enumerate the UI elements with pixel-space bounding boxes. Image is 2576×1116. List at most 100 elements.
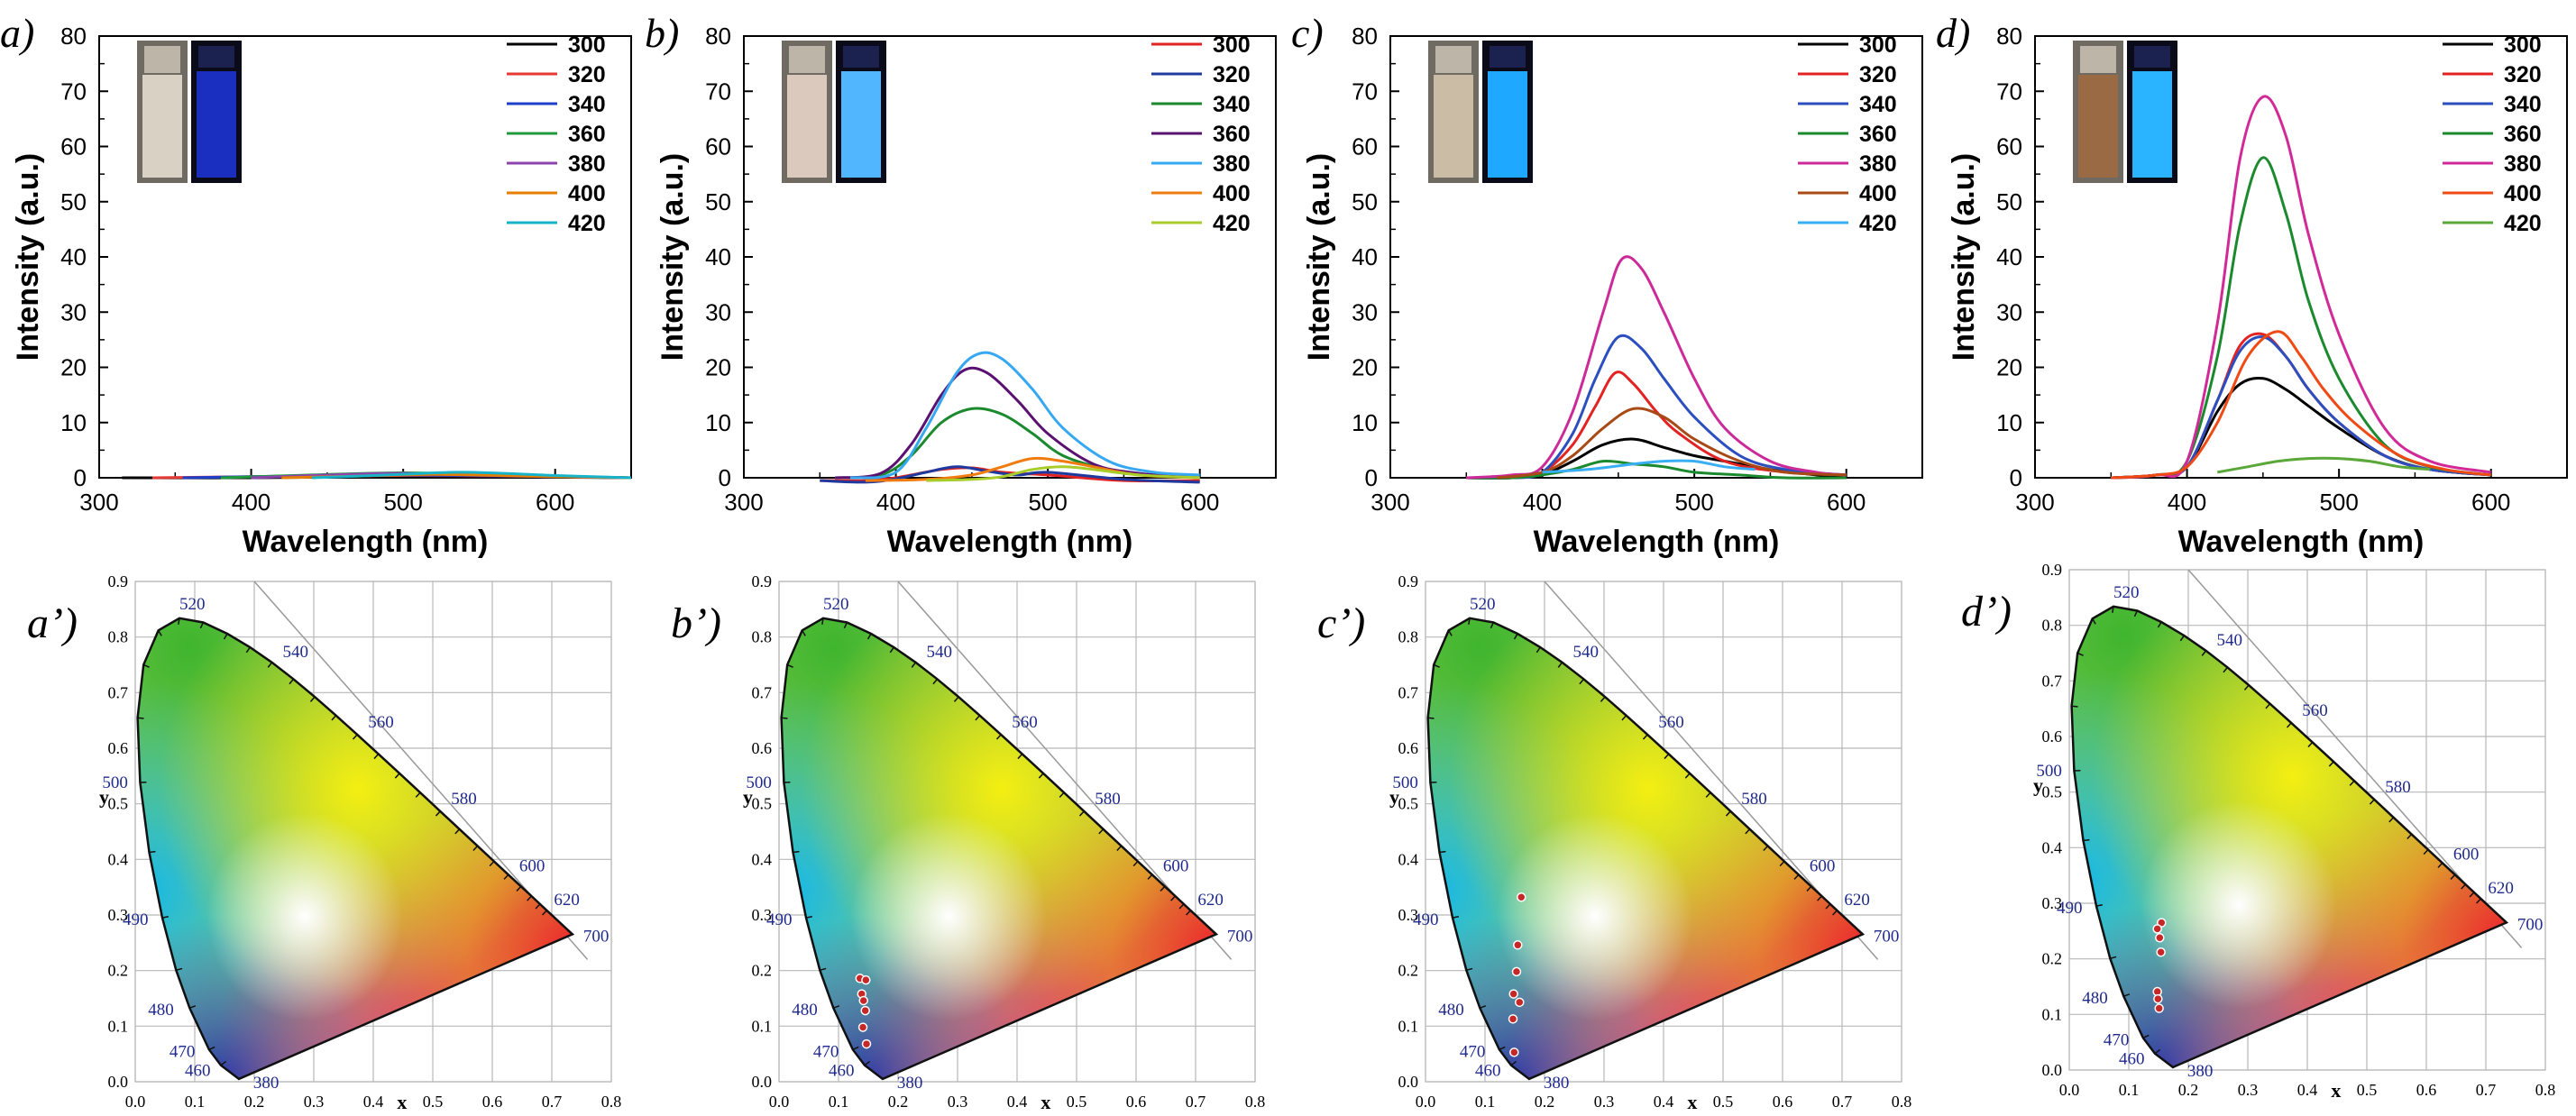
locus-tick xyxy=(2133,610,2139,617)
legend-entry: 400 xyxy=(568,181,606,206)
locus-tick xyxy=(435,810,441,817)
locus-tick xyxy=(309,696,316,702)
spectral-locus xyxy=(2070,605,2509,1069)
y-tick-label: 0.5 xyxy=(108,795,129,813)
wavelength-label: 700 xyxy=(1874,927,1900,946)
y-tick-label: 60 xyxy=(60,133,87,160)
wavelength-label: 520 xyxy=(1470,595,1496,614)
locus-tick xyxy=(267,662,273,668)
y-tick-label: 0.4 xyxy=(1398,850,1419,868)
x-tick-label: 0.2 xyxy=(888,1093,909,1111)
wavelength-label: 380 xyxy=(253,1074,280,1093)
y-tick-label: 0.6 xyxy=(108,739,129,757)
x-tick-label: 500 xyxy=(1028,489,1067,516)
y-tick-label: 0.1 xyxy=(752,1017,773,1035)
x-axis-title: Wavelength (nm) xyxy=(2178,525,2425,559)
locus-tick xyxy=(1642,734,1648,740)
y-tick-label: 40 xyxy=(1996,243,2022,270)
x-tick-label: 0.8 xyxy=(1245,1093,1266,1111)
locus-tick xyxy=(415,791,421,798)
locus-tick xyxy=(1705,791,1711,798)
chromaticity-point xyxy=(2154,1003,2164,1013)
locus-tick xyxy=(1510,1060,1517,1066)
y-tick-label: 20 xyxy=(60,354,87,381)
y-tick-label: 80 xyxy=(705,23,731,50)
locus-tick xyxy=(489,860,495,867)
x-tick-label: 0.6 xyxy=(1773,1093,1793,1111)
locus-tick xyxy=(158,629,162,636)
y-tick-label: 0.0 xyxy=(752,1073,773,1091)
y-tick-label: 0.7 xyxy=(752,683,773,701)
wavelength-label: 700 xyxy=(2517,915,2544,934)
plot-frame xyxy=(1425,581,1902,1083)
locus-tick xyxy=(1170,895,1176,901)
wavelength-label: 490 xyxy=(123,910,149,929)
locus-tick xyxy=(889,646,894,654)
y-tick-label: 50 xyxy=(60,188,87,215)
y-tick-label: 0.5 xyxy=(752,795,773,813)
locus-tick xyxy=(2388,817,2395,823)
locus-tick xyxy=(975,715,981,721)
locus-tick xyxy=(1490,622,1495,629)
x-axis-title: x xyxy=(2331,1079,2341,1102)
locus-tick xyxy=(1433,663,1440,668)
locus-tick xyxy=(1017,753,1023,760)
legend-entry: 420 xyxy=(1859,211,1897,236)
locus-tick xyxy=(220,1060,227,1066)
chromaticity-point xyxy=(861,1038,872,1049)
wavelength-label: 560 xyxy=(1658,713,1684,732)
x-tick-label: 0.4 xyxy=(363,1093,384,1111)
locus-tick xyxy=(1098,828,1105,835)
locus-tick xyxy=(245,646,251,654)
legend-entry: 300 xyxy=(1213,32,1251,58)
chromaticity-point xyxy=(2155,932,2165,943)
y-tick-label: 0.9 xyxy=(2042,561,2063,579)
locus-tick xyxy=(2123,993,2131,997)
y-tick-label: 10 xyxy=(1996,409,2022,436)
locus-tick xyxy=(394,773,400,779)
y-tick-label: 10 xyxy=(1352,409,1378,436)
vial-photo xyxy=(1428,41,1533,183)
locus-tick xyxy=(1186,910,1191,916)
y-tick-label: 50 xyxy=(705,188,731,215)
wavelength-label: 620 xyxy=(1844,891,1870,910)
locus-tick xyxy=(866,633,872,640)
locus-tick xyxy=(1116,845,1123,852)
x-tick-label: 0.0 xyxy=(1416,1093,1436,1111)
legend-entry: 420 xyxy=(568,211,606,236)
x-tick-label: 0.4 xyxy=(2297,1081,2318,1099)
x-axis-title: Wavelength (nm) xyxy=(887,525,1133,559)
x-tick-label: 0.8 xyxy=(1892,1093,1912,1111)
legend-entry: 400 xyxy=(1213,181,1251,206)
locus-tick xyxy=(953,696,959,702)
wavelength-label: 520 xyxy=(179,595,206,614)
y-tick-label: 70 xyxy=(705,78,731,105)
locus-tick xyxy=(995,734,1002,740)
locus-tick xyxy=(1448,629,1453,636)
vial-uv-cap xyxy=(2134,46,2170,68)
x-tick-label: 0.0 xyxy=(125,1093,146,1111)
wavelength-label: 540 xyxy=(927,643,953,662)
legend-entry: 400 xyxy=(1859,181,1897,206)
locus-tick xyxy=(289,678,295,685)
locus-tick xyxy=(2369,799,2375,805)
wavelength-label: 580 xyxy=(451,790,477,809)
vial-daylight-body xyxy=(142,75,182,178)
chromaticity-point xyxy=(2156,947,2166,957)
wavelength-label: 600 xyxy=(1163,856,1189,875)
locus-tick xyxy=(189,1005,197,1009)
wavelength-label: 600 xyxy=(2453,845,2480,864)
locus-tick xyxy=(176,967,183,971)
y-tick-label: 70 xyxy=(60,78,87,105)
y-tick-label: 0.7 xyxy=(1398,683,1419,701)
locus-tick xyxy=(2469,892,2475,898)
x-tick-label: 0.5 xyxy=(1713,1093,1734,1111)
y-tick-label: 0.6 xyxy=(752,739,773,757)
y-tick-label: 40 xyxy=(1352,243,1378,270)
locus-tick xyxy=(2476,898,2481,904)
locus-tick xyxy=(864,1060,871,1066)
x-tick-label: 400 xyxy=(2168,489,2206,516)
y-tick-label: 0.6 xyxy=(2042,727,2063,746)
legend-entry: 420 xyxy=(1213,211,1251,236)
